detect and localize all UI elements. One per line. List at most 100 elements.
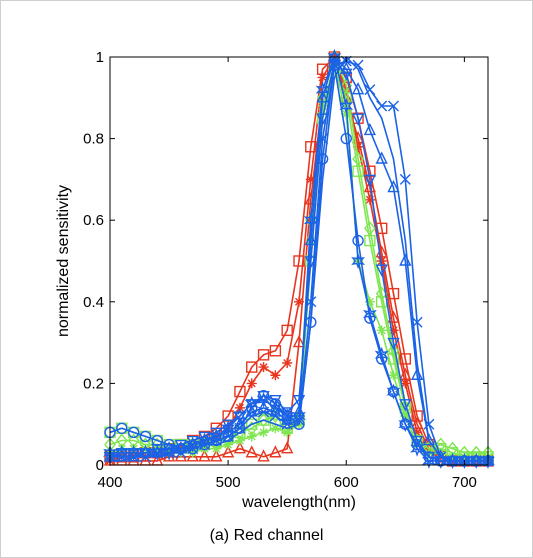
data-point <box>400 378 411 389</box>
data-point <box>470 456 483 469</box>
x-tick-label: 600 <box>334 474 359 491</box>
data-point <box>363 122 377 136</box>
data-point <box>127 448 140 461</box>
data-point <box>258 362 269 373</box>
data-point <box>352 151 364 167</box>
data-point <box>351 131 365 144</box>
data-point <box>269 395 282 408</box>
y-tick-label: 0.2 <box>83 375 104 392</box>
data-point <box>387 337 400 351</box>
x-tick-label: 400 <box>97 474 122 491</box>
data-point <box>187 447 198 458</box>
data-point <box>282 427 293 438</box>
y-axis-label: normalized sensitivity <box>55 185 72 337</box>
sensitivity-chart: 400 500 600 700 0 0.2 0.4 0.6 0.8 1 wavelength(nm… <box>55 49 495 511</box>
data-point <box>281 441 294 454</box>
data-point <box>269 445 282 458</box>
y-tick-label: 0.4 <box>83 294 104 311</box>
x-axis-label: wavelength(nm) <box>241 494 356 511</box>
data-point <box>388 370 399 381</box>
data-point <box>399 173 411 185</box>
x-tick-label: 700 <box>452 474 477 491</box>
data-point <box>364 234 376 247</box>
data-point <box>410 367 424 380</box>
data-point <box>246 361 258 373</box>
data-point <box>234 435 245 446</box>
data-point <box>280 408 295 424</box>
data-point <box>316 90 329 103</box>
data-point <box>387 310 400 323</box>
data-point <box>245 445 258 458</box>
data-point <box>233 411 247 424</box>
data-point <box>282 358 293 368</box>
tick-layer: 400 500 600 700 0 0.2 0.4 0.6 0.8 1 <box>83 49 488 491</box>
data-point <box>234 402 245 413</box>
data-point <box>363 179 377 193</box>
data-point <box>375 264 388 277</box>
data-point <box>399 353 412 365</box>
data-point <box>351 82 365 95</box>
data-point <box>351 253 366 269</box>
series-12 <box>110 56 488 462</box>
data-point <box>374 346 389 363</box>
data-point <box>339 98 354 115</box>
data-point <box>305 174 316 185</box>
figure-caption: (a) Red channel <box>209 527 324 544</box>
data-point <box>292 335 306 348</box>
data-point <box>281 324 293 337</box>
data-point <box>446 447 459 459</box>
data-point <box>446 456 459 469</box>
data-point <box>386 383 401 400</box>
data-point <box>363 221 376 236</box>
data-point <box>362 306 377 322</box>
data-point <box>198 431 211 445</box>
x-tick-label: 500 <box>216 474 241 491</box>
data-point <box>269 404 282 417</box>
data-point <box>410 440 424 457</box>
data-point <box>199 443 210 454</box>
data-point <box>162 443 176 457</box>
data-point <box>458 456 471 469</box>
data-point <box>422 432 436 446</box>
y-tick-label: 0.8 <box>83 131 104 148</box>
data-point <box>210 428 223 442</box>
data-point <box>340 68 353 81</box>
data-point <box>186 435 199 449</box>
data-point <box>221 445 235 458</box>
data-point <box>115 448 128 461</box>
data-point <box>388 325 399 336</box>
data-point <box>317 72 328 83</box>
data-point <box>410 416 424 429</box>
data-point <box>211 443 222 454</box>
data-point <box>174 439 188 453</box>
data-point <box>245 404 258 417</box>
data-point <box>387 179 400 193</box>
data-point <box>363 174 377 187</box>
data-point <box>376 256 387 266</box>
data-point <box>292 404 306 417</box>
data-point <box>257 413 270 428</box>
y-tick-label: 0.6 <box>83 212 104 229</box>
data-point <box>412 427 423 438</box>
data-point <box>410 435 424 449</box>
data-point <box>352 234 364 247</box>
data-point <box>400 411 411 422</box>
data-point <box>422 452 436 465</box>
data-point <box>387 353 400 365</box>
y-tick-label: 0 <box>96 457 104 474</box>
data-point <box>233 441 247 454</box>
plot-frame <box>109 56 489 466</box>
data-point <box>233 416 247 429</box>
data-point <box>234 385 246 398</box>
data-point <box>351 113 365 126</box>
series-11 <box>103 56 495 469</box>
data-point <box>257 400 270 413</box>
data-point <box>293 255 305 267</box>
data-point <box>303 212 318 229</box>
data-point <box>364 194 375 205</box>
data-point <box>258 427 269 438</box>
data-point <box>139 430 152 443</box>
data-point <box>221 420 235 437</box>
series-layer <box>103 49 495 469</box>
data-point <box>352 165 364 177</box>
